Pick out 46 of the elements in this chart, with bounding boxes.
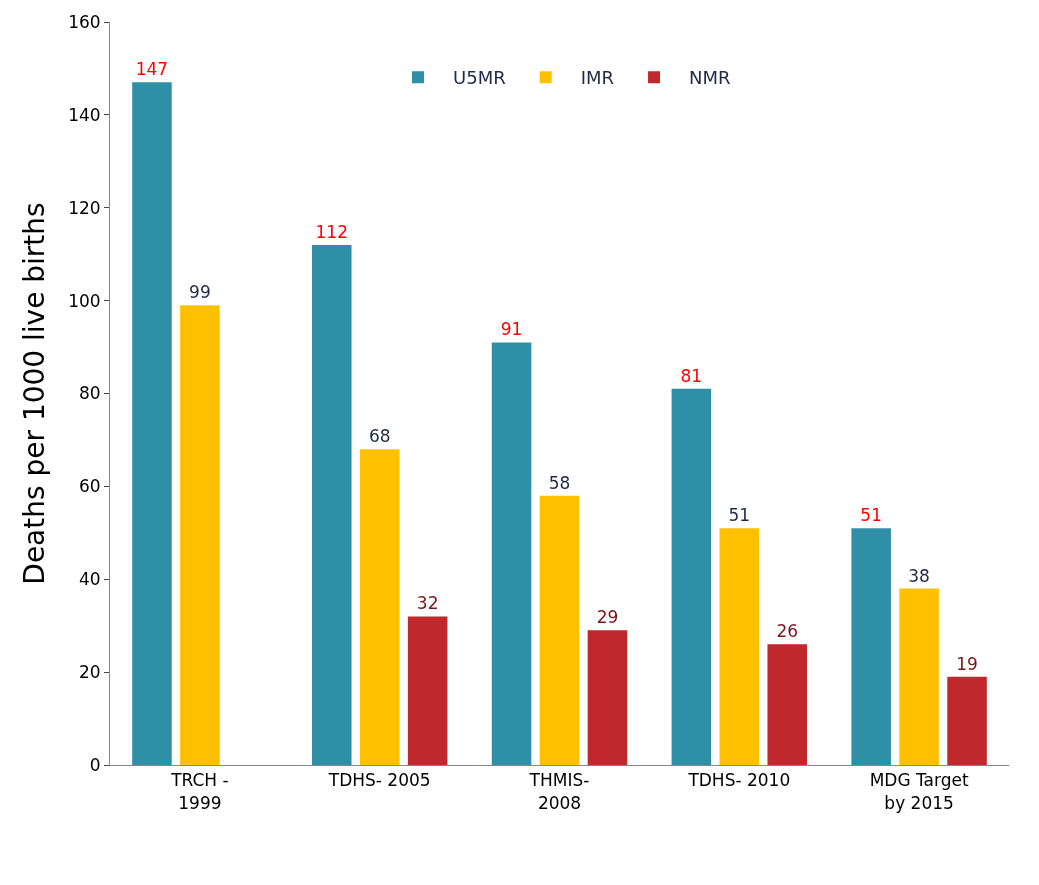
y-tick-label: 40 (78, 569, 101, 590)
bar (407, 616, 448, 765)
y-tick-label: 140 (68, 104, 101, 125)
legend-label: U5MR (453, 67, 506, 89)
bar (180, 305, 220, 765)
bar (767, 644, 808, 765)
y-tick-label: 120 (68, 197, 101, 218)
bar (587, 630, 628, 765)
bar (671, 388, 712, 765)
bar (899, 588, 939, 765)
data-label: 81 (680, 365, 703, 386)
y-tick-label: 60 (78, 476, 101, 497)
bar (132, 82, 172, 765)
y-axis-title: Deaths per 1000 live births (17, 202, 51, 585)
bar (539, 495, 580, 765)
y-tick-label: 100 (68, 290, 101, 311)
x-tick-label: TDHS- 2005 (327, 770, 431, 791)
legend-label: IMR (580, 67, 615, 89)
data-label: 147 (135, 59, 169, 80)
bar (491, 342, 532, 765)
data-label: 19 (956, 653, 978, 674)
legend-label: NMR (689, 67, 731, 89)
x-tick-label: TRCH - 1999 (170, 770, 229, 813)
data-label: 68 (368, 426, 391, 447)
x-tick-label: TDHS- 2010 (687, 770, 791, 791)
data-label: 99 (189, 282, 211, 303)
data-label: 58 (548, 472, 571, 493)
data-label: 112 (315, 221, 348, 242)
bar (947, 676, 987, 765)
x-tick-label: MDG Target by 2015 (869, 770, 969, 813)
bar (359, 449, 400, 765)
data-label: 91 (500, 319, 523, 340)
bar (311, 244, 352, 765)
data-label: 51 (728, 505, 751, 526)
y-tick-label: 0 (89, 754, 101, 775)
y-tick-label: 20 (78, 662, 101, 683)
data-label: 32 (416, 593, 439, 614)
y-tick-label: 80 (78, 383, 101, 404)
data-label: 26 (776, 621, 799, 642)
data-label: 29 (596, 607, 619, 628)
bar (851, 528, 891, 765)
x-tick-label: THMIS- 2008 (528, 770, 590, 813)
data-label: 51 (860, 505, 882, 526)
bar (719, 528, 760, 765)
data-label: 38 (908, 565, 930, 586)
y-tick-label: 160 (68, 11, 101, 32)
